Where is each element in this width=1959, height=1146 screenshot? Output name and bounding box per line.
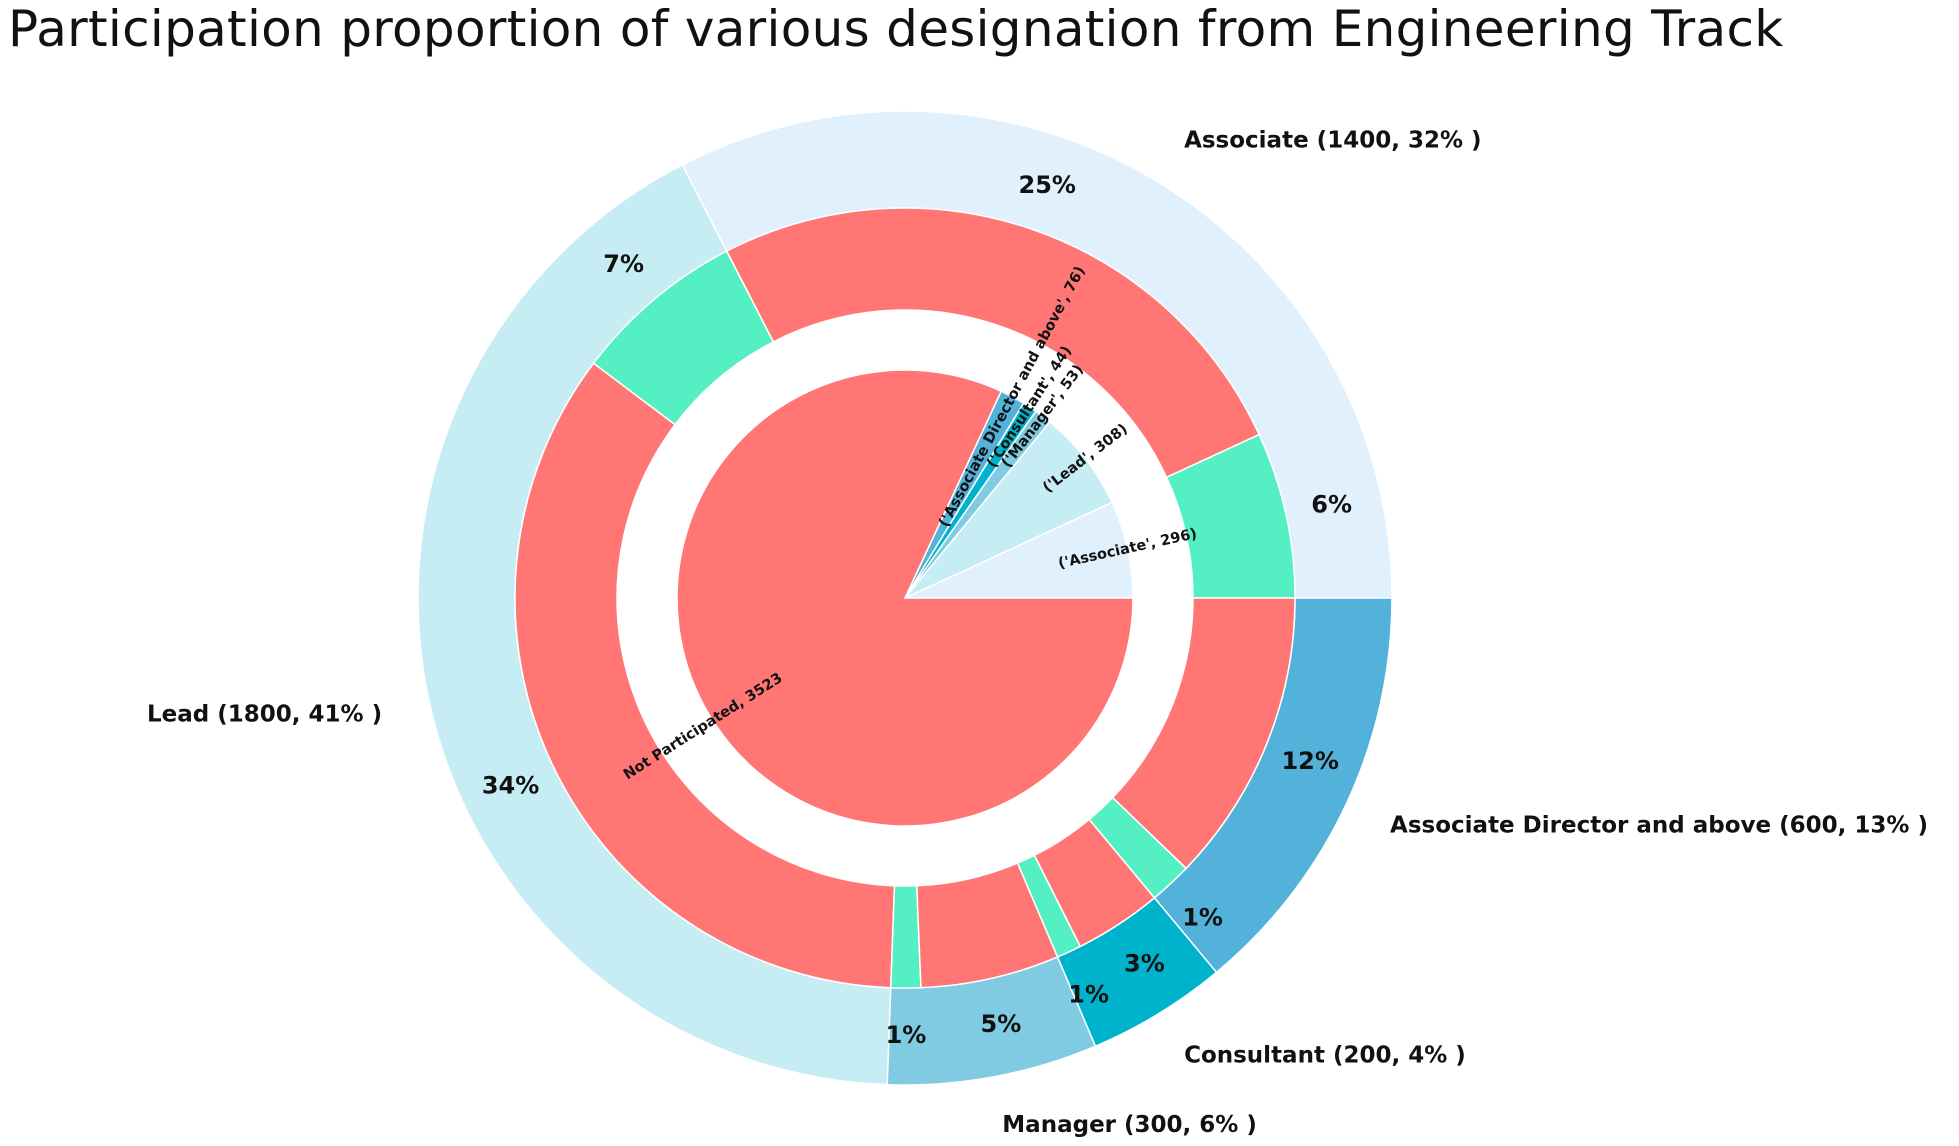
middle-wedge-associate-director-and-above-not-participated xyxy=(1111,597,1296,870)
inner-wedge-not-participated xyxy=(676,369,1134,827)
outer-label-associate-director-and-above: Associate Director and above (600, 13% ) xyxy=(1390,812,1928,838)
outer-label-consultant: Consultant (200, 4% ) xyxy=(1184,1042,1466,1068)
middle-label-manager-participated: 1% xyxy=(886,1021,927,1049)
middle-label-lead-participated: 7% xyxy=(603,250,644,278)
middle-wedge-associate-not-participated xyxy=(725,207,1261,479)
middle-label-associate-participated: 6% xyxy=(1311,490,1352,518)
chart-title: Participation proportion of various desi… xyxy=(8,0,1784,58)
middle-wedge-manager-participated xyxy=(889,884,922,989)
middle-label-lead-not-participated: 34% xyxy=(482,772,539,800)
outer-label-manager: Manager (300, 6% ) xyxy=(1002,1112,1257,1138)
inner-wedge-lead xyxy=(904,420,1113,599)
middle-wedge-lead-not-participated xyxy=(514,362,896,989)
middle-ring xyxy=(514,207,1296,989)
inner-pie xyxy=(676,369,1134,827)
outer-label-lead: Lead (1800, 41% ) xyxy=(147,701,382,727)
middle-label-consultant-not-participated: 3% xyxy=(1124,949,1165,977)
middle-label-associate-director-and-above-participated: 1% xyxy=(1182,904,1223,932)
middle-label-associate-not-participated: 25% xyxy=(1019,171,1076,199)
middle-label-manager-not-participated: 5% xyxy=(981,1010,1022,1038)
middle-label-associate-director-and-above-not-participated: 12% xyxy=(1281,747,1338,775)
middle-label-consultant-participated: 1% xyxy=(1068,980,1109,1008)
outer-label-associate: Associate (1400, 32% ) xyxy=(1184,128,1481,154)
